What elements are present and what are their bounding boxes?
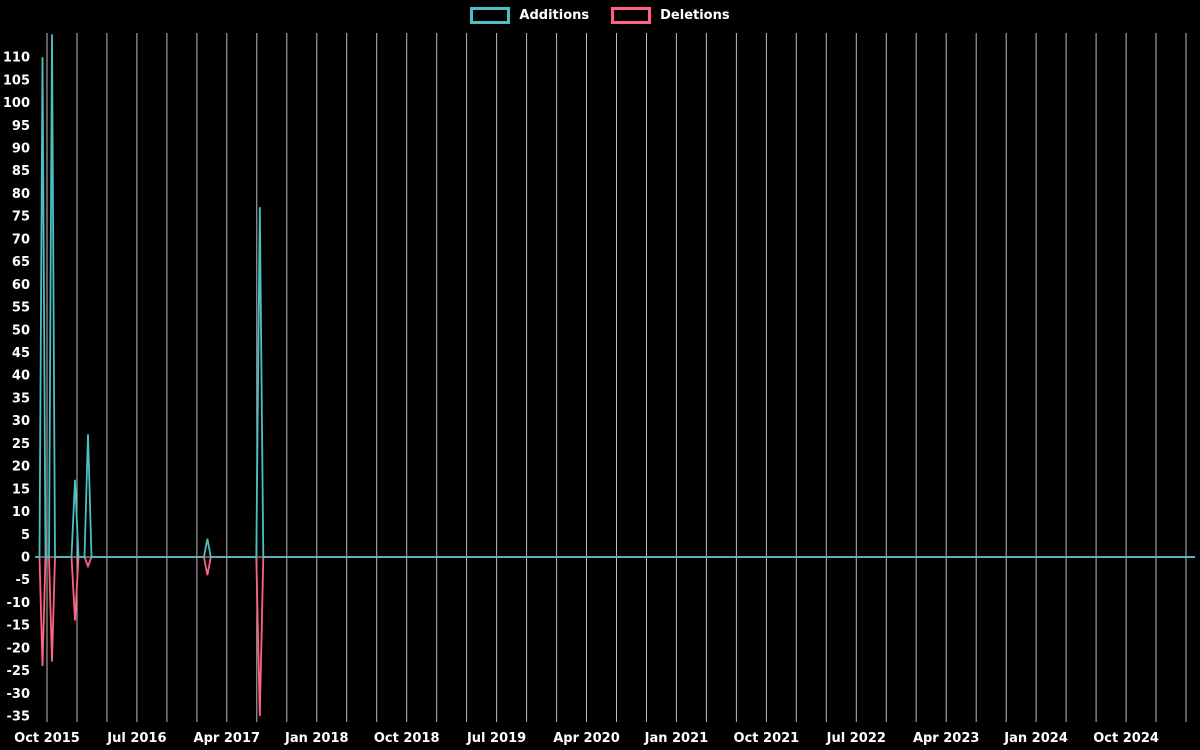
x-tick-label: Jan 2024 (1003, 731, 1068, 746)
y-tick-label: 60 (12, 278, 30, 293)
x-tick-label: Jul 2022 (826, 731, 886, 746)
y-tick-label: -10 (7, 596, 31, 611)
y-tick-label: 110 (3, 51, 30, 66)
legend-label: Deletions (660, 8, 730, 23)
y-tick-label: -20 (7, 641, 31, 656)
y-tick-label: 20 (12, 460, 30, 475)
y-tick-label: 5 (21, 528, 30, 543)
y-tick-label: 30 (12, 414, 30, 429)
y-tick-label: 75 (12, 210, 30, 225)
y-tick-label: -5 (16, 573, 30, 588)
y-tick-label: 100 (3, 96, 30, 111)
y-tick-label: 0 (21, 551, 30, 566)
legend-item-additions[interactable]: Additions (470, 7, 589, 24)
x-tick-label: Jan 2021 (644, 731, 709, 746)
x-tick-label: Oct 2015 (14, 731, 80, 746)
x-tick-label: Apr 2023 (913, 731, 980, 746)
x-tick-label: Oct 2018 (374, 731, 440, 746)
y-tick-label: 85 (12, 164, 30, 179)
series-line-deletions (35, 556, 1195, 717)
legend-item-deletions[interactable]: Deletions (611, 7, 730, 24)
x-tick-label: Apr 2017 (194, 731, 261, 746)
x-tick-label: Jul 2016 (106, 731, 166, 746)
y-tick-label: 40 (12, 369, 30, 384)
y-tick-label: 25 (12, 437, 30, 452)
legend-label: Additions (519, 8, 590, 23)
y-tick-label: -15 (7, 619, 31, 634)
y-tick-label: 35 (12, 392, 30, 407)
y-tick-label: -35 (7, 710, 31, 725)
series-line-additions (35, 34, 1195, 558)
y-tick-label: 90 (12, 142, 30, 157)
y-tick-label: 10 (12, 505, 30, 520)
y-tick-label: -25 (7, 664, 31, 679)
y-tick-label: 65 (12, 255, 30, 270)
legend-swatch-additions (470, 7, 511, 24)
x-tick-label: Oct 2024 (1093, 731, 1159, 746)
x-tick-label: Jul 2019 (466, 731, 526, 746)
chart-legend: Additions Deletions (0, 7, 1200, 24)
y-tick-label: 15 (12, 482, 30, 497)
y-tick-label: 55 (12, 301, 30, 316)
x-tick-label: Oct 2021 (734, 731, 800, 746)
y-tick-label: 80 (12, 187, 30, 202)
y-tick-label: 50 (12, 323, 30, 338)
x-tick-label: Jan 2018 (284, 731, 349, 746)
y-tick-label: -30 (7, 687, 31, 702)
y-tick-label: 70 (12, 232, 30, 247)
y-tick-label: 105 (3, 73, 30, 88)
x-tick-label: Apr 2020 (553, 731, 620, 746)
y-tick-label: 95 (12, 119, 30, 134)
y-tick-label: 45 (12, 346, 30, 361)
legend-swatch-deletions (611, 7, 652, 24)
